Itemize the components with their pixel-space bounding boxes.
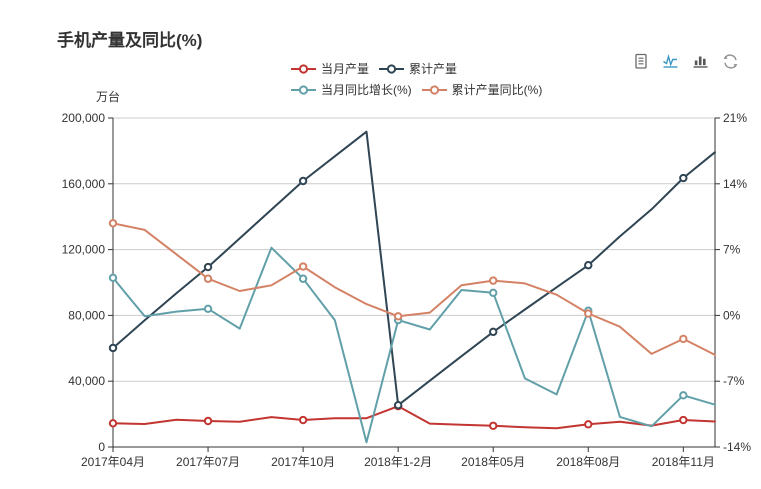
y-axis-left-label: 40,000 — [68, 374, 105, 388]
toolbox — [633, 53, 739, 70]
series-1-point[interactable] — [203, 262, 213, 272]
legend-row: 当月同比增长(%) 累计产量同比(%) — [291, 83, 542, 97]
legend-item-当月产量[interactable]: 当月产量 — [291, 62, 369, 76]
series-3-point[interactable] — [203, 274, 213, 283]
x-axis-label: 2017年07月 — [176, 455, 240, 469]
series-0-point[interactable] — [489, 421, 498, 430]
x-axis-label: 2018年1-2月 — [364, 455, 432, 469]
x-axis-label: 2018年08月 — [556, 455, 620, 469]
legend-line-marker-icon — [291, 64, 316, 74]
series-line-1 — [112, 130, 716, 407]
series-1-point[interactable] — [489, 327, 498, 337]
magic-type-bar-icon[interactable] — [692, 53, 709, 70]
legend-row: 当月产量 累计产量 — [291, 62, 542, 76]
legend-label: 累计产量 — [409, 62, 458, 76]
series-2-point[interactable] — [203, 304, 213, 314]
y-axis-left-label: 120,000 — [62, 243, 106, 257]
series-2-point[interactable] — [679, 391, 688, 400]
series-1-point[interactable] — [679, 173, 688, 183]
x-axis-label: 2018年11月 — [652, 455, 715, 469]
legend-item-累计产量同比(%)[interactable]: 累计产量同比(%) — [421, 83, 543, 97]
series-3-point[interactable] — [679, 334, 688, 344]
series-0-point[interactable] — [679, 415, 688, 425]
x-axis-label: 2018年05月 — [461, 455, 525, 469]
data-view-icon[interactable] — [633, 53, 649, 70]
y-axis-left-label: 160,000 — [62, 177, 106, 191]
series-3-point[interactable] — [393, 312, 403, 321]
series-3-point[interactable] — [298, 262, 308, 271]
y-axis-left-label: 200,000 — [62, 111, 106, 125]
x-axis-label: 2017年04月 — [81, 455, 145, 469]
series-3-point[interactable] — [108, 219, 118, 228]
legend-line-marker-icon — [291, 85, 316, 95]
legend-item-累计产量[interactable]: 累计产量 — [379, 62, 457, 76]
chart-title: 手机产量及同比(%) — [57, 31, 203, 50]
series-0-point[interactable] — [298, 415, 308, 425]
legend: 当月产量 累计产量当月同比增长(%) 累计产量同比(%) — [291, 62, 542, 97]
series-3-point[interactable] — [489, 276, 498, 285]
y-axis-right-label: 0% — [723, 308, 741, 322]
series-3-point[interactable] — [584, 309, 593, 318]
y-axis-left-label: 0 — [98, 440, 105, 454]
legend-label: 当月产量 — [321, 62, 370, 76]
legend-item-当月同比增长(%)[interactable]: 当月同比增长(%) — [291, 83, 412, 97]
series-line-2 — [112, 246, 716, 444]
y-axis-right-label: 21% — [723, 111, 747, 125]
series-0-point[interactable] — [584, 420, 593, 429]
series-line-3 — [112, 222, 716, 356]
series-0-point[interactable] — [108, 419, 118, 428]
series-2-point[interactable] — [489, 288, 498, 298]
series-1-point[interactable] — [298, 176, 308, 186]
y-axis-right-label: 7% — [723, 243, 741, 257]
series-2-point[interactable] — [298, 274, 308, 283]
y-axis-left-label: 80,000 — [68, 308, 105, 322]
legend-line-marker-icon — [379, 64, 405, 74]
y-axis-right-label: -7% — [723, 374, 745, 388]
series-0-point[interactable] — [203, 416, 213, 426]
series-1-point[interactable] — [584, 261, 593, 270]
y-axis-right-label: 14% — [723, 177, 747, 191]
x-axis-label: 2017年10月 — [271, 455, 335, 469]
restore-icon[interactable] — [722, 53, 739, 70]
series-1-point[interactable] — [108, 343, 118, 353]
magic-type-line-icon[interactable] — [662, 53, 679, 70]
series-2-point[interactable] — [108, 273, 118, 282]
legend-line-marker-icon — [421, 85, 447, 95]
y-axis-name: 万台 — [96, 89, 120, 104]
legend-label: 当月同比增长(%) — [321, 83, 412, 97]
series-line-0 — [112, 405, 716, 430]
y-axis-right-label: -14% — [723, 440, 751, 454]
legend-label: 累计产量同比(%) — [451, 83, 543, 97]
series-1-point[interactable] — [393, 401, 403, 410]
